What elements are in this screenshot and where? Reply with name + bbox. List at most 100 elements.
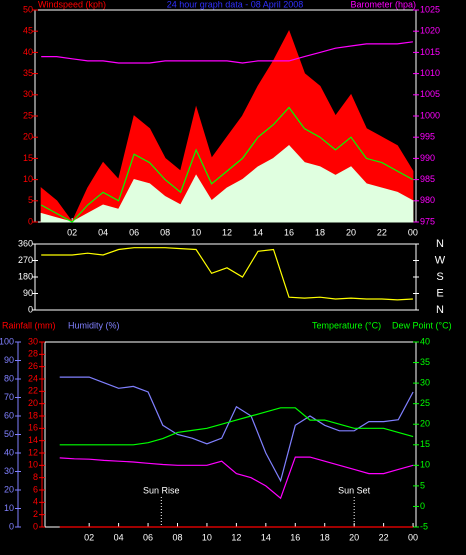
y-tick-label: 0 <box>28 216 33 226</box>
x-tick-label: 20 <box>346 227 356 237</box>
y-tick-label: 10 <box>23 174 33 184</box>
y-tick-label: 25 <box>23 110 33 120</box>
y-tick-label: 15 <box>420 439 430 449</box>
y-tick-label: N <box>436 238 444 250</box>
y-tick-label: 10 <box>4 503 14 513</box>
y-tick-label: 0 <box>420 501 425 511</box>
series-line <box>40 106 414 223</box>
x-tick-label: 14 <box>253 227 263 237</box>
y-tick-label: W <box>435 254 446 266</box>
y-tick-label: 2 <box>33 509 38 519</box>
y-tick-label: 5 <box>28 195 33 205</box>
y-tick-label: 6 <box>33 484 38 494</box>
y-tick-label: 80 <box>4 373 14 383</box>
x-tick-label: 04 <box>114 532 124 542</box>
dewpoint-label: Dew Point (°C) <box>392 320 452 330</box>
y-tick-label: 30 <box>28 336 38 346</box>
y-tick-label: 5 <box>420 480 425 490</box>
barometer-label: Barometer (hpa) <box>350 0 416 9</box>
y-tick-label: 270 <box>18 255 33 265</box>
y-tick-label: -5 <box>420 521 428 531</box>
y-tick-label: 100 <box>0 336 14 346</box>
y-tick-label: 360 <box>18 238 33 248</box>
series-line <box>59 456 414 500</box>
y-tick-label: 30 <box>23 89 33 99</box>
y-tick-label: 20 <box>23 132 33 142</box>
x-tick-label: 08 <box>160 227 170 237</box>
y-tick-label: 1025 <box>420 4 440 14</box>
y-tick-label: 1020 <box>420 26 440 36</box>
humidity-label: Humidity (%) <box>68 320 120 330</box>
y-tick-label: 0 <box>28 304 33 314</box>
y-tick-label: 0 <box>9 521 14 531</box>
y-tick-label: 1000 <box>420 110 440 120</box>
y-tick-label: 4 <box>33 497 38 507</box>
x-tick-label: 00 <box>408 532 418 542</box>
y-tick-label: 25 <box>420 398 430 408</box>
x-tick-label: 02 <box>84 532 94 542</box>
x-tick-label: 06 <box>129 227 139 237</box>
series-line <box>59 376 414 483</box>
y-tick-label: 60 <box>4 410 14 420</box>
y-tick-label: 40 <box>23 47 33 57</box>
y-tick-label: 985 <box>420 174 435 184</box>
y-tick-label: E <box>436 287 443 299</box>
plot-frame <box>44 341 417 528</box>
series-line <box>41 41 413 64</box>
x-tick-label: 08 <box>172 532 182 542</box>
y-tick-label: 40 <box>420 336 430 346</box>
y-tick-label: 0 <box>33 521 38 531</box>
y-tick-label: N <box>436 304 444 316</box>
y-tick-label: 26 <box>28 361 38 371</box>
y-tick-label: 30 <box>4 466 14 476</box>
x-tick-label: 12 <box>222 227 232 237</box>
chart-title: 24 hour graph data - 08 April 2008 <box>167 0 304 9</box>
y-tick-label: 20 <box>420 419 430 429</box>
y-tick-label: 50 <box>4 429 14 439</box>
y-tick-label: 45 <box>23 26 33 36</box>
y-tick-label: 24 <box>28 373 38 383</box>
x-tick-label: 02 <box>67 227 77 237</box>
x-tick-label: 22 <box>377 227 387 237</box>
y-tick-label: 35 <box>420 357 430 367</box>
x-tick-label: 06 <box>143 532 153 542</box>
y-tick-label: S <box>436 271 443 283</box>
y-tick-label: 70 <box>4 392 14 402</box>
y-tick-label: 975 <box>420 216 435 226</box>
series-area <box>40 145 414 223</box>
x-tick-label: 10 <box>202 532 212 542</box>
y-tick-label: 50 <box>23 4 33 14</box>
windspeed-label: Windspeed (kph) <box>38 0 106 9</box>
y-tick-label: 180 <box>18 271 33 281</box>
annotation: Sun Rise <box>143 485 180 495</box>
x-tick-label: 00 <box>408 227 418 237</box>
y-tick-label: 1005 <box>420 89 440 99</box>
x-tick-label: 16 <box>284 227 294 237</box>
y-tick-label: 14 <box>28 435 38 445</box>
y-tick-label: 1015 <box>420 47 440 57</box>
y-tick-label: 1010 <box>420 68 440 78</box>
x-tick-label: 10 <box>191 227 201 237</box>
x-tick-label: 16 <box>290 532 300 542</box>
y-tick-label: 22 <box>28 386 38 396</box>
y-tick-label: 8 <box>33 472 38 482</box>
y-tick-label: 980 <box>420 195 435 205</box>
y-tick-label: 90 <box>23 288 33 298</box>
x-tick-label: 18 <box>320 532 330 542</box>
annotation: Sun Set <box>338 485 371 495</box>
x-tick-label: 04 <box>98 227 108 237</box>
x-tick-label: 14 <box>261 532 271 542</box>
y-tick-label: 15 <box>23 153 33 163</box>
y-tick-label: 90 <box>4 355 14 365</box>
y-tick-label: 10 <box>420 460 430 470</box>
temperature-label: Temperature (°C) <box>312 320 381 330</box>
y-tick-label: 10 <box>28 460 38 470</box>
series-line <box>59 407 414 446</box>
x-tick-label: 18 <box>315 227 325 237</box>
y-tick-label: 12 <box>28 447 38 457</box>
x-tick-label: 22 <box>379 532 389 542</box>
y-tick-label: 20 <box>28 398 38 408</box>
rainfall-label: Rainfall (mm) <box>2 320 56 330</box>
y-tick-label: 18 <box>28 410 38 420</box>
